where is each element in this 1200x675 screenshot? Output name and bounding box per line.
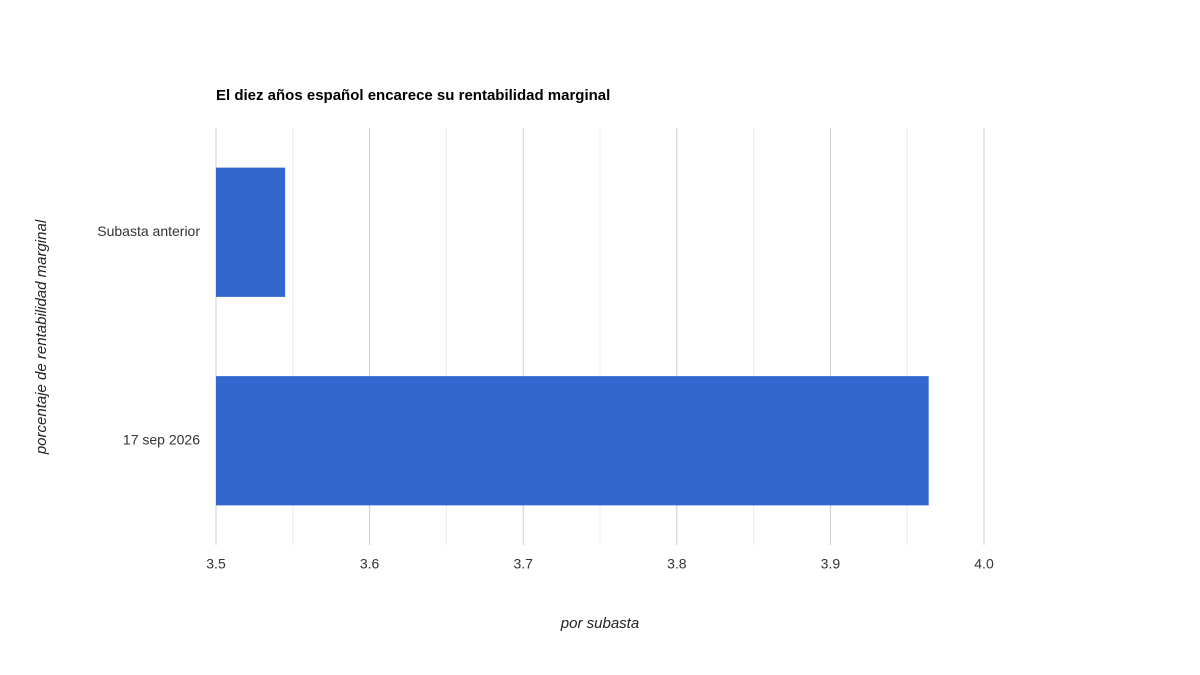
y-tick-label: 17 sep 2026 (123, 431, 200, 447)
x-tick-label: 3.8 (667, 556, 687, 572)
x-tick-label: 3.6 (360, 556, 380, 572)
bar (216, 167, 286, 297)
x-tick-label: 4.0 (974, 556, 994, 572)
y-axis-title: porcentaje de rentabilidad marginal (33, 219, 50, 455)
chart-title: El diez años español encarece su rentabi… (216, 87, 610, 104)
bar (216, 376, 929, 506)
x-tick-label: 3.7 (513, 556, 533, 572)
x-tick-label: 3.5 (206, 556, 226, 572)
y-tick-label: Subasta anterior (97, 223, 200, 239)
x-axis-title: por subasta (560, 615, 639, 632)
x-tick-label: 3.9 (821, 556, 841, 572)
